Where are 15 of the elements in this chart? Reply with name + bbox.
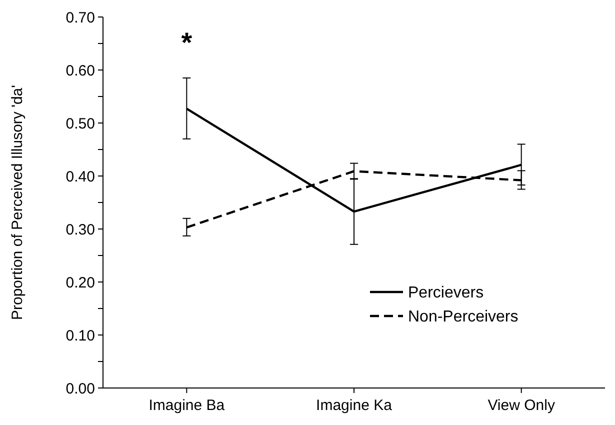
- y-tick-label: 0.10: [66, 327, 95, 344]
- y-tick-label: 0.20: [66, 274, 95, 292]
- y-tick-label: 0.30: [66, 221, 95, 238]
- legend-label: Non-Perceivers: [408, 308, 518, 326]
- x-tick-label: View Only: [488, 397, 556, 414]
- x-tick-label: Imagine Ka: [316, 397, 393, 414]
- y-tick-label: 0.00: [66, 380, 95, 398]
- y-axis-title: Proportion of Perceived Illusory 'da': [9, 84, 26, 320]
- y-tick-label: 0.50: [66, 115, 95, 132]
- legend-label: Percievers: [408, 284, 484, 302]
- y-tick-label: 0.60: [66, 62, 95, 80]
- y-tick-label: 0.70: [66, 9, 95, 26]
- annotation: *: [181, 27, 192, 58]
- y-tick-label: 0.40: [66, 168, 95, 186]
- x-tick-label: Imagine Ba: [148, 397, 226, 414]
